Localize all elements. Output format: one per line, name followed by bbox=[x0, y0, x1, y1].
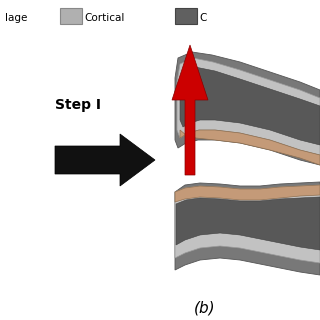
Bar bbox=[175, 8, 197, 24]
Polygon shape bbox=[175, 185, 320, 263]
Bar bbox=[60, 8, 82, 24]
Text: (b): (b) bbox=[194, 300, 216, 316]
Polygon shape bbox=[175, 52, 320, 165]
Polygon shape bbox=[172, 45, 208, 175]
Text: Cortical: Cortical bbox=[84, 13, 124, 23]
Polygon shape bbox=[175, 182, 320, 275]
Text: C: C bbox=[199, 13, 206, 23]
Polygon shape bbox=[176, 197, 320, 250]
Polygon shape bbox=[177, 58, 320, 155]
Text: lage: lage bbox=[5, 13, 28, 23]
Polygon shape bbox=[55, 134, 155, 186]
Text: Step I: Step I bbox=[55, 98, 101, 112]
Polygon shape bbox=[180, 130, 320, 165]
Polygon shape bbox=[175, 185, 320, 202]
Polygon shape bbox=[180, 67, 320, 145]
